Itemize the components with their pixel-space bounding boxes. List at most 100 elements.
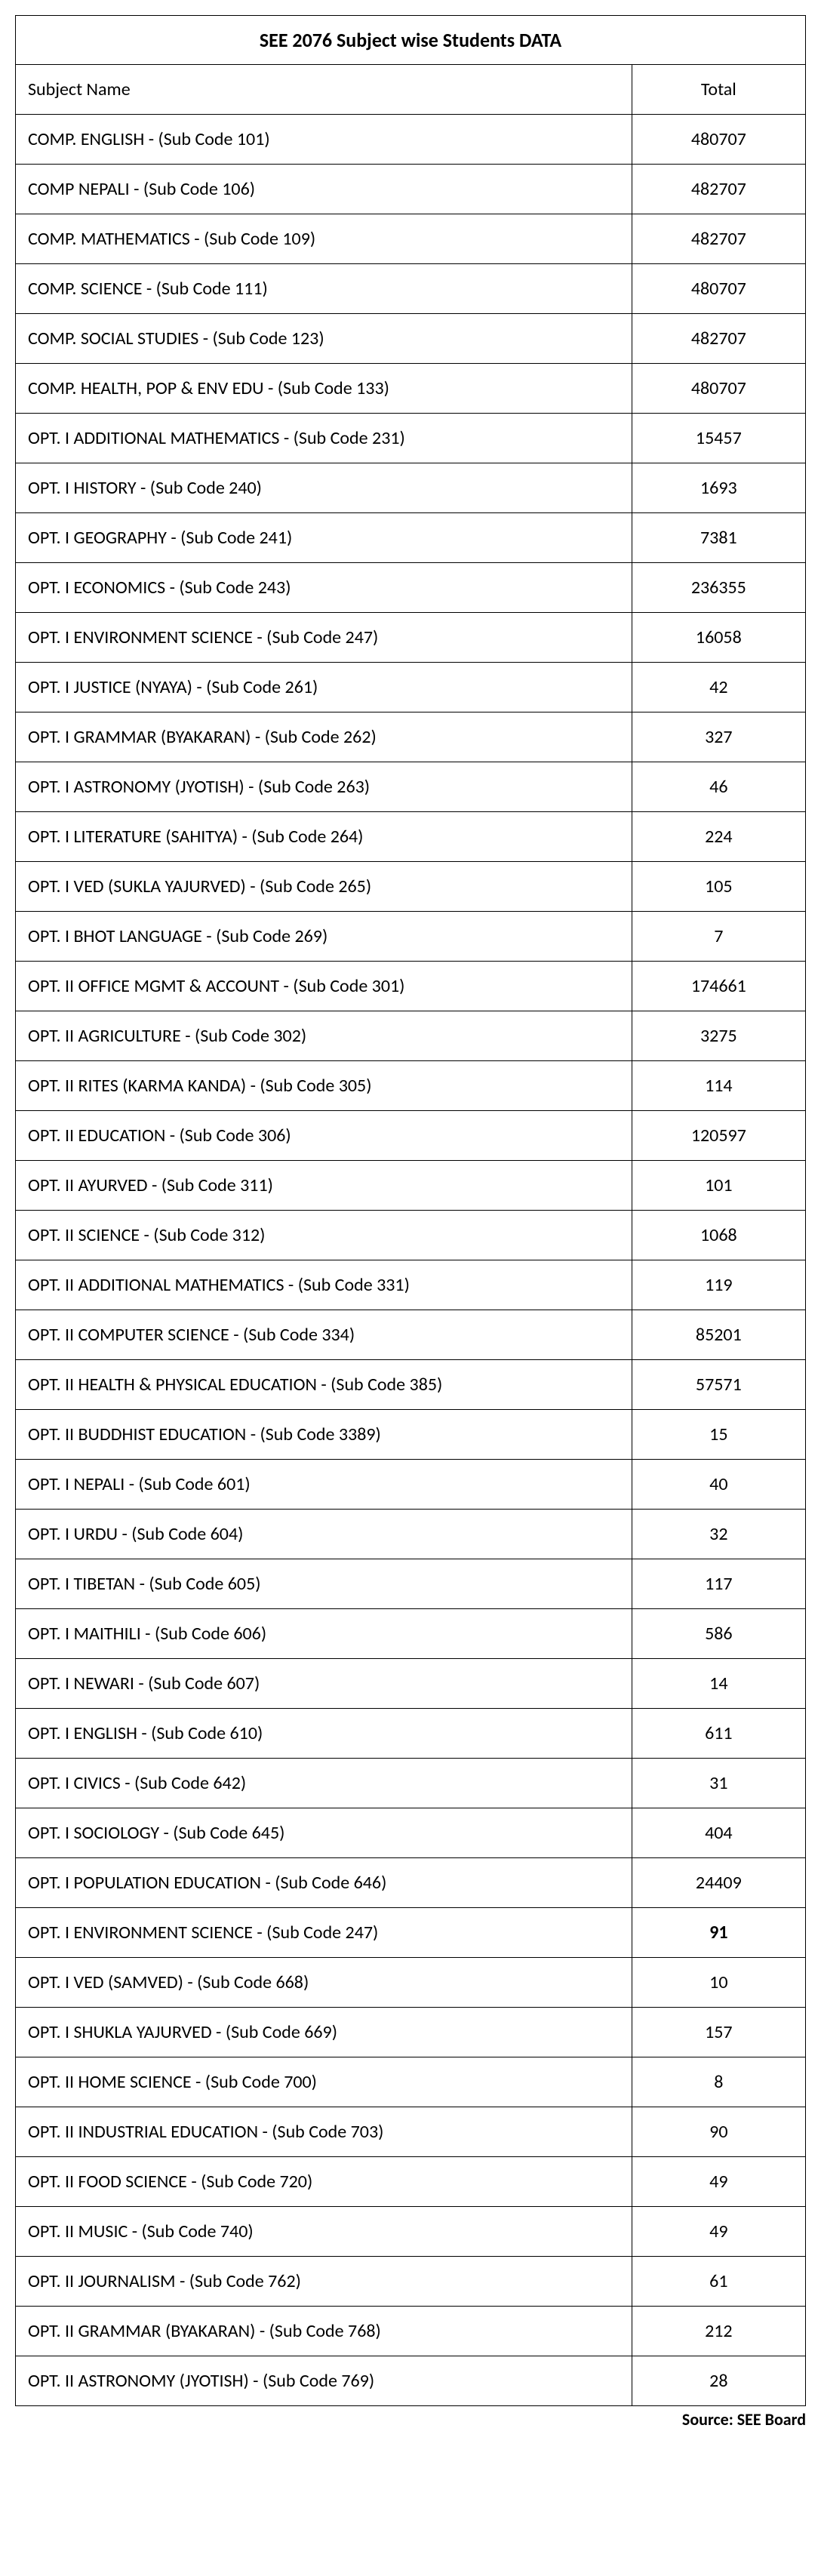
total-cell: 1693	[632, 463, 805, 513]
total-cell: 15457	[632, 414, 805, 463]
subject-cell: OPT. II HEALTH & PHYSICAL EDUCATION - (S…	[16, 1360, 632, 1410]
subject-cell: OPT. II FOOD SCIENCE - (Sub Code 720)	[16, 2157, 632, 2207]
subject-cell: OPT. I SOCIOLOGY - (Sub Code 645)	[16, 1808, 632, 1858]
total-cell: 404	[632, 1808, 805, 1858]
total-cell: 480707	[632, 364, 805, 414]
subject-cell: COMP. SOCIAL STUDIES - (Sub Code 123)	[16, 314, 632, 364]
subject-cell: OPT. I POPULATION EDUCATION - (Sub Code …	[16, 1858, 632, 1908]
total-cell: 480707	[632, 264, 805, 314]
subject-cell: OPT. II OFFICE MGMT & ACCOUNT - (Sub Cod…	[16, 962, 632, 1011]
table-row: OPT. I BHOT LANGUAGE - (Sub Code 269)7	[16, 912, 806, 962]
total-cell: 480707	[632, 115, 805, 165]
header-row: Subject Name Total	[16, 65, 806, 115]
total-cell: 24409	[632, 1858, 805, 1908]
table-row: OPT. II JOURNALISM - (Sub Code 762)61	[16, 2257, 806, 2307]
subject-cell: OPT. I CIVICS - (Sub Code 642)	[16, 1759, 632, 1808]
subject-cell: OPT. II HOME SCIENCE - (Sub Code 700)	[16, 2057, 632, 2107]
table-row: OPT. II HEALTH & PHYSICAL EDUCATION - (S…	[16, 1360, 806, 1410]
subject-cell: OPT. II GRAMMAR (BYAKARAN) - (Sub Code 7…	[16, 2307, 632, 2356]
subject-cell: COMP. SCIENCE - (Sub Code 111)	[16, 264, 632, 314]
subject-cell: OPT. I SHUKLA YAJURVED - (Sub Code 669)	[16, 2008, 632, 2057]
subject-cell: OPT. I ENGLISH - (Sub Code 610)	[16, 1709, 632, 1759]
subject-cell: OPT. I NEWARI - (Sub Code 607)	[16, 1659, 632, 1709]
subject-cell: OPT. II RITES (KARMA KANDA) - (Sub Code …	[16, 1061, 632, 1111]
table-row: OPT. I GRAMMAR (BYAKARAN) - (Sub Code 26…	[16, 712, 806, 762]
total-cell: 117	[632, 1559, 805, 1609]
table-row: COMP. HEALTH, POP & ENV EDU - (Sub Code …	[16, 364, 806, 414]
subject-cell: OPT. II ADDITIONAL MATHEMATICS - (Sub Co…	[16, 1260, 632, 1310]
table-row: OPT. I ASTRONOMY (JYOTISH) - (Sub Code 2…	[16, 762, 806, 812]
subject-cell: OPT. I ADDITIONAL MATHEMATICS - (Sub Cod…	[16, 414, 632, 463]
total-cell: 85201	[632, 1310, 805, 1360]
subject-cell: OPT. I MAITHILI - (Sub Code 606)	[16, 1609, 632, 1659]
table-row: OPT. II BUDDHIST EDUCATION - (Sub Code 3…	[16, 1410, 806, 1460]
total-cell: 32	[632, 1510, 805, 1559]
table-row: OPT. II MUSIC - (Sub Code 740)49	[16, 2207, 806, 2257]
subject-cell: OPT. I BHOT LANGUAGE - (Sub Code 269)	[16, 912, 632, 962]
total-cell: 174661	[632, 962, 805, 1011]
table-row: OPT. II AGRICULTURE - (Sub Code 302)3275	[16, 1011, 806, 1061]
table-row: OPT. II FOOD SCIENCE - (Sub Code 720)49	[16, 2157, 806, 2207]
table-title: SEE 2076 Subject wise Students DATA	[16, 16, 806, 65]
subject-cell: OPT. I ENVIRONMENT SCIENCE - (Sub Code 2…	[16, 613, 632, 663]
table-row: OPT. I ENVIRONMENT SCIENCE - (Sub Code 2…	[16, 613, 806, 663]
total-cell: 61	[632, 2257, 805, 2307]
subject-cell: OPT. I URDU - (Sub Code 604)	[16, 1510, 632, 1559]
subject-cell: OPT. II SCIENCE - (Sub Code 312)	[16, 1211, 632, 1260]
table-row: OPT. I ENGLISH - (Sub Code 610)611	[16, 1709, 806, 1759]
table-row: COMP. SOCIAL STUDIES - (Sub Code 123)482…	[16, 314, 806, 364]
subject-cell: COMP NEPALI - (Sub Code 106)	[16, 165, 632, 214]
total-cell: 90	[632, 2107, 805, 2157]
total-cell: 236355	[632, 563, 805, 613]
total-cell: 7	[632, 912, 805, 962]
total-cell: 101	[632, 1161, 805, 1211]
table-row: OPT. I CIVICS - (Sub Code 642)31	[16, 1759, 806, 1808]
table-row: COMP. MATHEMATICS - (Sub Code 109)482707	[16, 214, 806, 264]
table-row: OPT. I SOCIOLOGY - (Sub Code 645)404	[16, 1808, 806, 1858]
total-cell: 482707	[632, 314, 805, 364]
table-row: OPT. II ADDITIONAL MATHEMATICS - (Sub Co…	[16, 1260, 806, 1310]
total-cell: 482707	[632, 214, 805, 264]
table-row: OPT. I TIBETAN - (Sub Code 605)117	[16, 1559, 806, 1609]
total-cell: 1068	[632, 1211, 805, 1260]
table-row: COMP NEPALI - (Sub Code 106)482707	[16, 165, 806, 214]
total-cell: 31	[632, 1759, 805, 1808]
subject-cell: OPT. I VED (SUKLA YAJURVED) - (Sub Code …	[16, 862, 632, 912]
table-row: OPT. I MAITHILI - (Sub Code 606)586	[16, 1609, 806, 1659]
total-cell: 586	[632, 1609, 805, 1659]
total-cell: 105	[632, 862, 805, 912]
table-row: COMP. SCIENCE - (Sub Code 111)480707	[16, 264, 806, 314]
table-row: OPT. II COMPUTER SCIENCE - (Sub Code 334…	[16, 1310, 806, 1360]
table-row: OPT. I VED (SUKLA YAJURVED) - (Sub Code …	[16, 862, 806, 912]
subject-cell: OPT. I ASTRONOMY (JYOTISH) - (Sub Code 2…	[16, 762, 632, 812]
column-header-total: Total	[632, 65, 805, 115]
total-cell: 224	[632, 812, 805, 862]
table-row: OPT. I JUSTICE (NYAYA) - (Sub Code 261)4…	[16, 663, 806, 712]
total-cell: 327	[632, 712, 805, 762]
subject-cell: OPT. I ECONOMICS - (Sub Code 243)	[16, 563, 632, 613]
table-row: OPT. I ECONOMICS - (Sub Code 243)236355	[16, 563, 806, 613]
source-label: Source: SEE Board	[15, 2409, 806, 2430]
subject-cell: OPT. I HISTORY - (Sub Code 240)	[16, 463, 632, 513]
total-cell: 40	[632, 1460, 805, 1510]
table-row: OPT. II ASTRONOMY (JYOTISH) - (Sub Code …	[16, 2356, 806, 2406]
table-row: OPT. I ADDITIONAL MATHEMATICS - (Sub Cod…	[16, 414, 806, 463]
subject-cell: OPT. II MUSIC - (Sub Code 740)	[16, 2207, 632, 2257]
subject-cell: OPT. I ENVIRONMENT SCIENCE - (Sub Code 2…	[16, 1908, 632, 1958]
table-row: OPT. II SCIENCE - (Sub Code 312)1068	[16, 1211, 806, 1260]
total-cell: 120597	[632, 1111, 805, 1161]
total-cell: 10	[632, 1958, 805, 2008]
table-row: OPT. II INDUSTRIAL EDUCATION - (Sub Code…	[16, 2107, 806, 2157]
total-cell: 157	[632, 2008, 805, 2057]
total-cell: 212	[632, 2307, 805, 2356]
total-cell: 3275	[632, 1011, 805, 1061]
total-cell: 114	[632, 1061, 805, 1111]
table-row: OPT. I GEOGRAPHY - (Sub Code 241)7381	[16, 513, 806, 563]
subject-cell: OPT. II BUDDHIST EDUCATION - (Sub Code 3…	[16, 1410, 632, 1460]
column-header-subject: Subject Name	[16, 65, 632, 115]
subject-cell: OPT. II AGRICULTURE - (Sub Code 302)	[16, 1011, 632, 1061]
subject-cell: OPT. II EDUCATION - (Sub Code 306)	[16, 1111, 632, 1161]
table-row: OPT. I NEWARI - (Sub Code 607)14	[16, 1659, 806, 1709]
table-row: OPT. I SHUKLA YAJURVED - (Sub Code 669)1…	[16, 2008, 806, 2057]
table-body: COMP. ENGLISH - (Sub Code 101)480707COMP…	[16, 115, 806, 2406]
